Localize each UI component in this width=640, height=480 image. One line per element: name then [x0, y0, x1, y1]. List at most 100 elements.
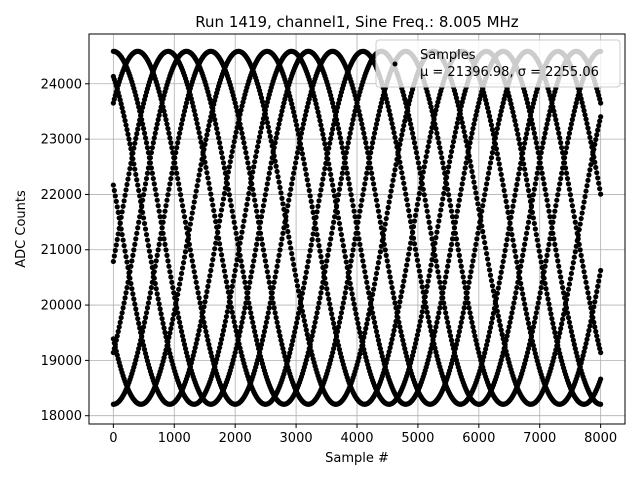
data-point	[255, 214, 261, 220]
data-point	[415, 196, 421, 202]
data-point	[538, 150, 544, 156]
data-point	[541, 269, 547, 275]
data-point	[323, 146, 329, 152]
data-point	[537, 155, 543, 161]
data-point	[270, 148, 276, 154]
data-point	[350, 296, 356, 302]
data-point	[315, 109, 321, 115]
data-point	[136, 121, 142, 128]
data-point	[150, 175, 156, 182]
data-point	[153, 125, 159, 132]
data-point	[181, 254, 188, 260]
data-point	[179, 117, 186, 123]
data-point	[191, 199, 197, 205]
data-point	[117, 319, 123, 325]
data-point	[130, 291, 136, 297]
data-point	[178, 328, 185, 335]
data-point	[329, 230, 335, 236]
data-point	[301, 318, 307, 324]
data-point	[511, 113, 517, 119]
data-point	[466, 305, 472, 311]
data-point	[181, 108, 188, 114]
data-point	[198, 139, 204, 145]
data-point	[433, 107, 439, 113]
data-point	[266, 129, 272, 135]
data-point	[126, 274, 132, 280]
data-point	[293, 118, 299, 124]
data-point	[136, 187, 142, 194]
data-point	[262, 258, 268, 264]
data-point	[268, 160, 274, 166]
data-point	[483, 186, 489, 192]
data-point	[163, 203, 169, 209]
data-point	[274, 130, 280, 136]
data-point	[212, 213, 218, 219]
data-point	[319, 181, 325, 188]
data-point	[251, 258, 257, 264]
data-point	[193, 279, 199, 285]
data-point	[120, 237, 126, 243]
data-point	[408, 121, 414, 127]
data-point	[273, 315, 279, 321]
data-point	[210, 202, 216, 208]
data-point	[403, 191, 409, 197]
data-point	[568, 197, 575, 203]
data-point	[349, 121, 355, 127]
data-point	[551, 108, 557, 114]
data-point	[421, 299, 427, 305]
data-point	[424, 148, 430, 155]
data-point	[478, 217, 484, 223]
data-point	[155, 247, 161, 253]
data-point	[202, 324, 208, 330]
data-point	[294, 127, 301, 133]
data-point	[181, 341, 188, 348]
data-point	[407, 117, 413, 123]
data-point	[182, 345, 189, 352]
data-point	[473, 241, 479, 247]
data-point	[520, 156, 526, 162]
data-point	[213, 121, 219, 127]
data-point	[580, 204, 586, 211]
data-point	[375, 260, 382, 266]
data-point	[421, 192, 427, 198]
data-point	[265, 274, 271, 280]
data-point	[306, 345, 312, 352]
data-point	[207, 273, 213, 279]
data-point	[249, 315, 255, 321]
data-point	[119, 231, 125, 238]
data-point	[550, 320, 556, 326]
data-point	[212, 246, 218, 252]
data-point	[260, 203, 267, 209]
data-point	[514, 181, 520, 188]
data-point	[454, 99, 460, 105]
data-point	[523, 230, 530, 236]
data-point	[360, 258, 366, 264]
data-point	[293, 155, 300, 161]
data-point	[371, 281, 378, 287]
data-point	[545, 117, 551, 123]
data-point	[484, 181, 490, 187]
data-point	[503, 198, 509, 204]
data-point	[531, 319, 537, 325]
data-point	[144, 305, 151, 311]
data-point	[184, 238, 191, 244]
data-point	[347, 130, 353, 136]
data-point	[362, 269, 368, 275]
data-point	[343, 259, 349, 265]
data-point	[385, 204, 391, 211]
data-point	[569, 117, 575, 123]
data-point	[426, 273, 432, 279]
data-point	[373, 328, 380, 335]
data-point	[171, 311, 177, 318]
data-point	[565, 181, 572, 187]
data-point	[585, 177, 591, 183]
data-point	[397, 324, 403, 330]
data-point	[594, 289, 600, 295]
data-point	[338, 231, 345, 238]
data-point	[236, 247, 242, 253]
data-point	[456, 197, 462, 203]
data-point	[475, 201, 481, 207]
data-point	[582, 112, 588, 118]
data-point	[469, 130, 475, 136]
data-point	[533, 231, 539, 238]
